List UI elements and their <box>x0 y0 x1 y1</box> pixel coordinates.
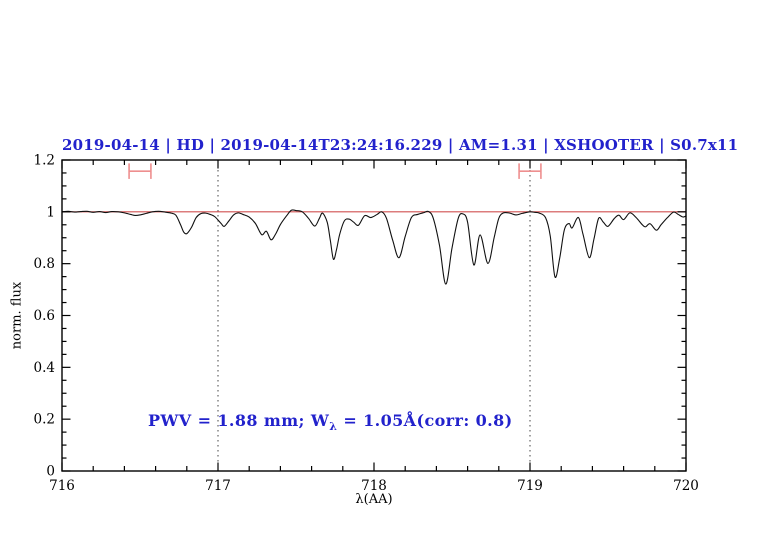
y-tick-label: 1.2 <box>34 153 55 169</box>
y-tick-label: 0.4 <box>34 360 55 376</box>
y-tick-label: 0.8 <box>34 256 55 272</box>
spectrum-line <box>61 209 687 285</box>
pwv-annotation: PWV = 1.88 mm; Wλ = 1.05Å(corr: 0.8) <box>148 411 513 433</box>
y-tick-label: 0.2 <box>34 412 55 428</box>
x-tick-label: 716 <box>49 478 75 494</box>
pwv-annotation-suffix: = 1.05Å(corr: 0.8) <box>337 411 513 430</box>
y-tick-label: 0.6 <box>34 308 55 324</box>
x-tick-label: 720 <box>673 478 699 494</box>
y-axis-label: norm. flux <box>9 281 25 350</box>
y-tick-label: 0 <box>46 464 55 480</box>
x-axis-label: λ(AA) <box>355 492 393 507</box>
x-tick-label: 718 <box>361 478 387 494</box>
figure-title: 2019-04-14 | HD | 2019-04-14T23:24:16.22… <box>62 136 739 154</box>
pwv-annotation-prefix: PWV = 1.88 mm; W <box>148 411 330 430</box>
x-tick-label: 717 <box>205 478 231 494</box>
x-tick-label: 719 <box>517 478 543 494</box>
pwv-annotation-lambda-subscript: λ <box>329 420 338 433</box>
y-tick-label: 1 <box>46 204 55 220</box>
